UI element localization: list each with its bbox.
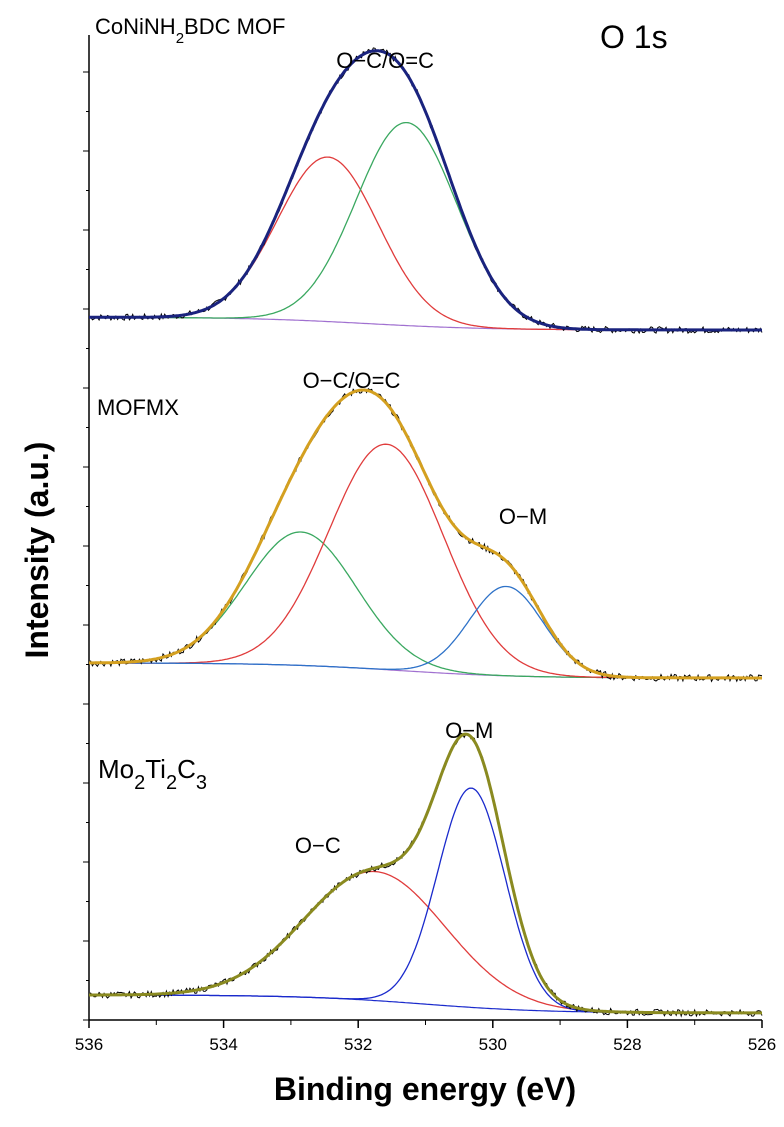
x-tick-label: 534 [209, 1035, 237, 1054]
envelope-line [89, 388, 762, 680]
panel-mxene: Mo2Ti2C3 O−C O−M [88, 718, 763, 1018]
x-axis-title: Binding energy (eV) [274, 1071, 576, 1107]
raw-data-line [88, 387, 763, 683]
x-tick-label: 536 [75, 1035, 103, 1054]
peak-annotation: O−C [295, 833, 341, 858]
component-o-c [89, 531, 762, 679]
envelope-line [89, 49, 762, 332]
peak-annotation: O−M [445, 718, 493, 743]
corner-label: O 1s [600, 19, 668, 55]
peak-annotation: O−C/O=C [336, 48, 434, 73]
panels: CoNiNH2BDC MOFO−C/O=CMOFMXO−C/O=CO−MMo2T… [88, 14, 763, 1018]
y-axis-title: Intensity (a.u.) [19, 442, 55, 659]
component-o-m [89, 585, 762, 679]
component-o-c [89, 156, 762, 331]
x-tick-label: 528 [613, 1035, 641, 1054]
panel-mofmx: MOFMX O−C/O=C O−M [88, 368, 763, 683]
envelope-line [89, 732, 762, 1015]
x-tick-label: 526 [748, 1035, 776, 1054]
peak-annotation: O−C/O=C [303, 368, 401, 393]
x-ticks: 536 534 532 530 528 526 [75, 1020, 776, 1054]
component-o=c [89, 121, 762, 331]
panel-label: Mo2Ti2C3 [98, 754, 207, 794]
component-o-m [89, 787, 762, 1014]
panel-mof: CoNiNH2BDC MOF O−C/O=C [88, 14, 763, 335]
component-o=c [89, 443, 762, 679]
x-tick-label: 532 [344, 1035, 372, 1054]
x-tick-label: 530 [479, 1035, 507, 1054]
raw-data-line [88, 47, 763, 335]
panel-label: MOFMX [97, 395, 179, 420]
y-ticks [83, 71, 89, 1021]
peak-annotation: O−M [499, 504, 547, 529]
panel-label: CoNiNH2BDC MOF [95, 14, 285, 47]
